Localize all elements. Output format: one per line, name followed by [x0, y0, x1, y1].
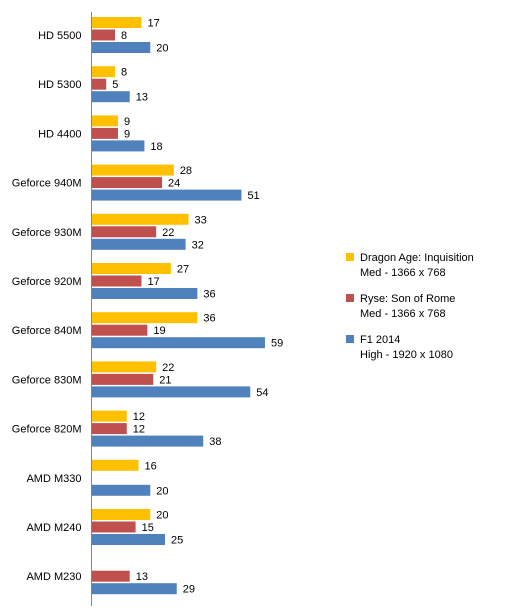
data-label: 12: [133, 424, 145, 436]
category-label: Geforce 930M: [12, 227, 82, 239]
legend: Dragon Age: Inquisition Med - 1366 x 768 R…: [346, 252, 474, 361]
data-label: 59: [271, 338, 283, 350]
data-label: 17: [147, 18, 159, 30]
bar: [91, 324, 148, 336]
legend-entry-detail: Med - 1366 x 768: [360, 267, 446, 279]
category-label: Geforce 840M: [12, 325, 82, 337]
bar: [91, 238, 186, 250]
data-label: 16: [145, 460, 157, 472]
bar: [91, 288, 198, 299]
bar: [91, 226, 157, 238]
bar: [91, 164, 174, 176]
data-label: 12: [133, 411, 145, 423]
data-label: 38: [209, 436, 221, 448]
data-label: 33: [195, 214, 207, 226]
bar: [91, 263, 171, 274]
bar: [91, 91, 130, 103]
data-label: 20: [156, 485, 168, 497]
legend-entry: F1 2014: [360, 334, 400, 346]
category-label: AMD M230: [26, 571, 81, 583]
data-label: 5: [112, 79, 118, 91]
data-label: 13: [136, 571, 148, 583]
legend-swatch: [346, 253, 354, 261]
category-label: AMD M330: [26, 473, 81, 485]
bar: [91, 189, 242, 201]
data-label: 20: [156, 510, 168, 522]
category-label: AMD M240: [26, 522, 81, 534]
bar: [91, 115, 118, 127]
data-label: 22: [162, 362, 174, 374]
bars-layer: [91, 17, 265, 595]
category-label: Geforce 940M: [12, 178, 82, 190]
bar: [91, 534, 165, 545]
category-label: HD 5500: [38, 30, 81, 42]
category-labels-layer: HD 5500 HD 5300 HD 4400 Geforce 940M Geforce…: [12, 30, 82, 583]
category-label: Geforce 820M: [12, 424, 82, 436]
bar: [91, 583, 177, 595]
data-label: 17: [147, 276, 159, 288]
bar: [91, 140, 145, 152]
legend-entry-detail: High - 1920 x 1080: [360, 349, 453, 361]
bar: [91, 423, 127, 435]
data-label: 36: [203, 313, 215, 325]
data-label: 15: [142, 522, 154, 534]
data-label: 9: [124, 116, 130, 128]
data-label: 36: [203, 289, 215, 301]
data-label: 8: [121, 30, 127, 42]
value-labels-layer: 1782085139918282451332232271736361959222…: [112, 18, 283, 596]
bar: [91, 177, 163, 189]
bar: [91, 66, 116, 78]
bar: [91, 29, 116, 41]
bar: [91, 42, 151, 53]
bar: [91, 275, 142, 287]
data-label: 18: [150, 141, 162, 153]
bar: [91, 509, 151, 520]
bar: [91, 410, 127, 422]
data-label: 54: [256, 387, 268, 399]
bar: [91, 459, 139, 471]
legend-swatch: [346, 294, 354, 302]
bar: [91, 213, 189, 225]
bar: [91, 78, 107, 90]
data-label: 27: [177, 264, 189, 276]
bar: [91, 435, 204, 447]
data-label: 9: [124, 128, 130, 140]
category-label: HD 5300: [38, 79, 81, 91]
bar: [91, 361, 157, 373]
bar: [91, 386, 251, 398]
data-label: 8: [121, 67, 127, 79]
bar: [91, 373, 154, 385]
legend-entry: Ryse: Son of Rome: [360, 293, 455, 305]
bar: [91, 337, 265, 349]
bar: [91, 312, 198, 324]
bar: [91, 570, 130, 582]
legend-entry-detail: Med - 1366 x 768: [360, 308, 446, 320]
category-label: Geforce 920M: [12, 276, 82, 288]
data-label: 24: [168, 178, 180, 190]
legend-entry: Dragon Age: Inquisition: [360, 252, 474, 264]
category-label: HD 4400: [38, 128, 81, 140]
data-label: 32: [192, 239, 204, 251]
bar: [91, 127, 118, 139]
data-label: 21: [159, 374, 171, 386]
bar: [91, 17, 142, 28]
bar: [91, 521, 136, 533]
data-label: 20: [156, 43, 168, 55]
data-label: 51: [247, 190, 259, 202]
data-label: 13: [136, 92, 148, 104]
category-label: Geforce 830M: [12, 374, 82, 386]
data-label: 29: [183, 584, 195, 596]
data-label: 19: [153, 325, 165, 337]
legend-swatch: [346, 335, 354, 343]
data-label: 22: [162, 227, 174, 239]
bar: [91, 484, 151, 496]
data-label: 25: [171, 535, 183, 547]
data-label: 28: [180, 165, 192, 177]
